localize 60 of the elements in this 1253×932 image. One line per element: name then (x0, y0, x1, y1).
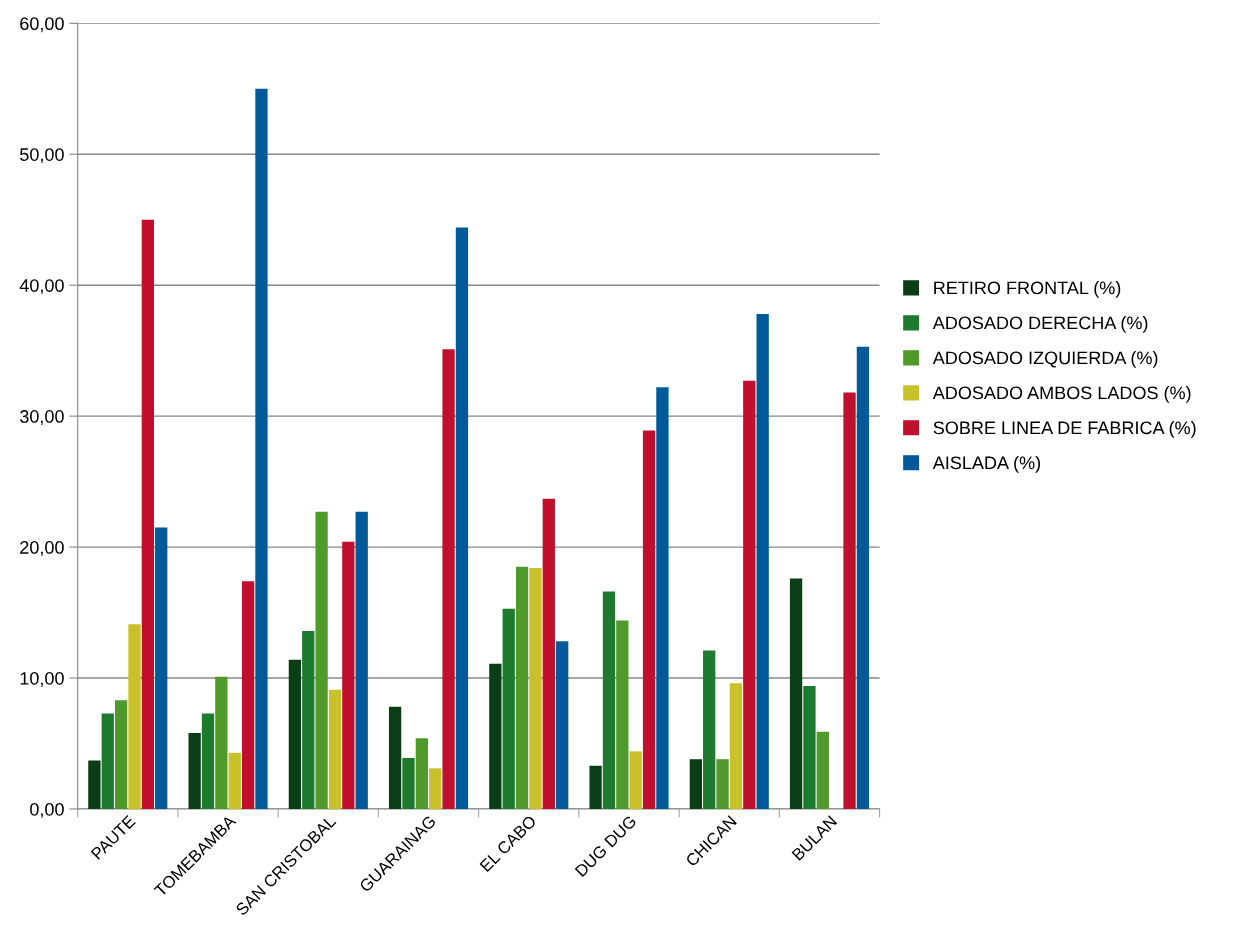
bar (255, 88, 268, 809)
bar (743, 380, 756, 809)
legend-label: SOBRE LINEA DE FABRICA (%) (933, 420, 1196, 438)
y-tick-label: 60,00 (20, 17, 64, 33)
bar (455, 227, 469, 809)
bar (88, 760, 101, 809)
bar (302, 630, 315, 809)
bar (342, 541, 355, 809)
bar (429, 768, 442, 809)
bar (616, 620, 629, 809)
bar (502, 608, 515, 809)
legend-label: ADOSADO IZQUIERDA (%) (932, 351, 1158, 368)
legend-label: AISLADA (%) (932, 455, 1041, 473)
y-tick-label: 30,00 (20, 410, 64, 425)
bar (529, 568, 542, 809)
bar (703, 650, 716, 809)
bar (114, 700, 128, 809)
y-tick-label: 50,00 (20, 148, 64, 164)
bar (729, 683, 743, 809)
bar (315, 511, 328, 809)
y-tick-label: 40,00 (19, 279, 64, 295)
bar (228, 752, 241, 809)
bar (856, 346, 870, 809)
y-tick-label: 10,00 (20, 671, 64, 687)
bar (241, 581, 255, 809)
bar (629, 751, 642, 809)
bar (355, 511, 368, 809)
bar (489, 663, 502, 809)
bar (442, 349, 455, 809)
bar (803, 685, 816, 809)
bar (542, 498, 555, 809)
bar (328, 689, 342, 809)
y-tick-label: 20,00 (20, 541, 64, 556)
bar (756, 314, 769, 809)
bar (215, 676, 228, 809)
bar (402, 757, 415, 809)
legend-label: ADOSADO DERECHA (%) (932, 316, 1148, 333)
bar (656, 387, 669, 809)
bar (556, 641, 569, 809)
bar (415, 738, 428, 809)
bar (141, 219, 154, 809)
bar (515, 566, 529, 809)
bar (602, 591, 616, 809)
bar (155, 527, 168, 809)
bar (288, 659, 302, 809)
bar (716, 759, 729, 809)
bar (816, 731, 829, 809)
bar (589, 765, 602, 809)
legend-label: ADOSADO AMBOS LADOS (%) (932, 385, 1191, 403)
bar (689, 759, 702, 809)
legend-label: RETIRO FRONTAL (%) (934, 281, 1121, 298)
bar (843, 392, 856, 809)
bar (642, 430, 656, 809)
bar (101, 713, 114, 809)
bar (388, 706, 402, 809)
bar (789, 578, 803, 809)
y-tick-label: 0,00 (30, 802, 64, 818)
bar (128, 624, 141, 809)
bar (188, 733, 201, 809)
bar (201, 713, 215, 809)
